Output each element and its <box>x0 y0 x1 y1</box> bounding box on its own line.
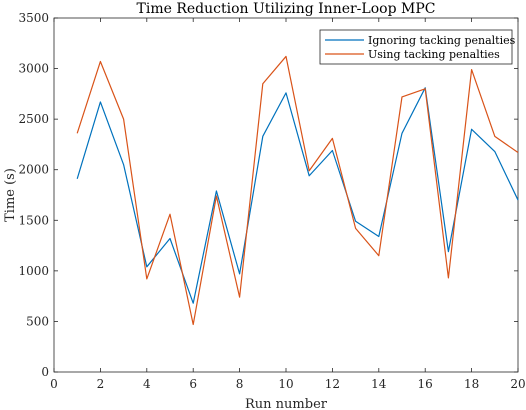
x-tick-label: 12 <box>325 377 340 391</box>
x-tick-label: 2 <box>97 377 105 391</box>
y-tick-label: 3000 <box>18 62 49 76</box>
series-line-1 <box>76 55 519 326</box>
y-tick-label: 2000 <box>18 163 49 177</box>
legend-label-using: Using tacking penalties <box>368 48 500 61</box>
legend-label-ignoring: Ignoring tacking penalties <box>368 34 516 47</box>
y-axis-title: Time (s) <box>3 168 18 222</box>
x-axis-title: Run number <box>245 397 328 410</box>
series-group <box>76 55 519 326</box>
x-tick-label: 18 <box>464 377 479 391</box>
x-tick-label: 4 <box>143 377 151 391</box>
x-tick-label: 0 <box>50 377 58 391</box>
y-tick-label: 2500 <box>18 112 49 126</box>
x-tick-label: 20 <box>510 377 525 391</box>
x-tick-label: 10 <box>278 377 293 391</box>
x-tick-label: 16 <box>418 377 433 391</box>
y-tick-label: 3500 <box>18 11 49 25</box>
series-line-0 <box>76 87 519 304</box>
x-tick-label: 14 <box>371 377 387 391</box>
chart-title: Time Reduction Utilizing Inner-Loop MPC <box>137 1 436 17</box>
x-tick-label: 8 <box>236 377 244 391</box>
plot-frame <box>53 17 519 373</box>
y-tick-label: 0 <box>41 365 49 379</box>
x-tick-label: 6 <box>189 377 197 391</box>
x-axis-ticks: 0 2 4 6 8 10 12 14 16 18 20 <box>50 18 526 391</box>
legend: Ignoring tacking penalties Using tacking… <box>319 29 516 65</box>
y-axis-ticks: 0 500 1000 1500 2000 2500 3000 3500 <box>18 11 518 379</box>
y-tick-label: 1500 <box>18 213 49 227</box>
legend-box <box>319 29 513 65</box>
y-tick-label: 500 <box>26 314 49 328</box>
y-tick-label: 1000 <box>18 264 49 278</box>
